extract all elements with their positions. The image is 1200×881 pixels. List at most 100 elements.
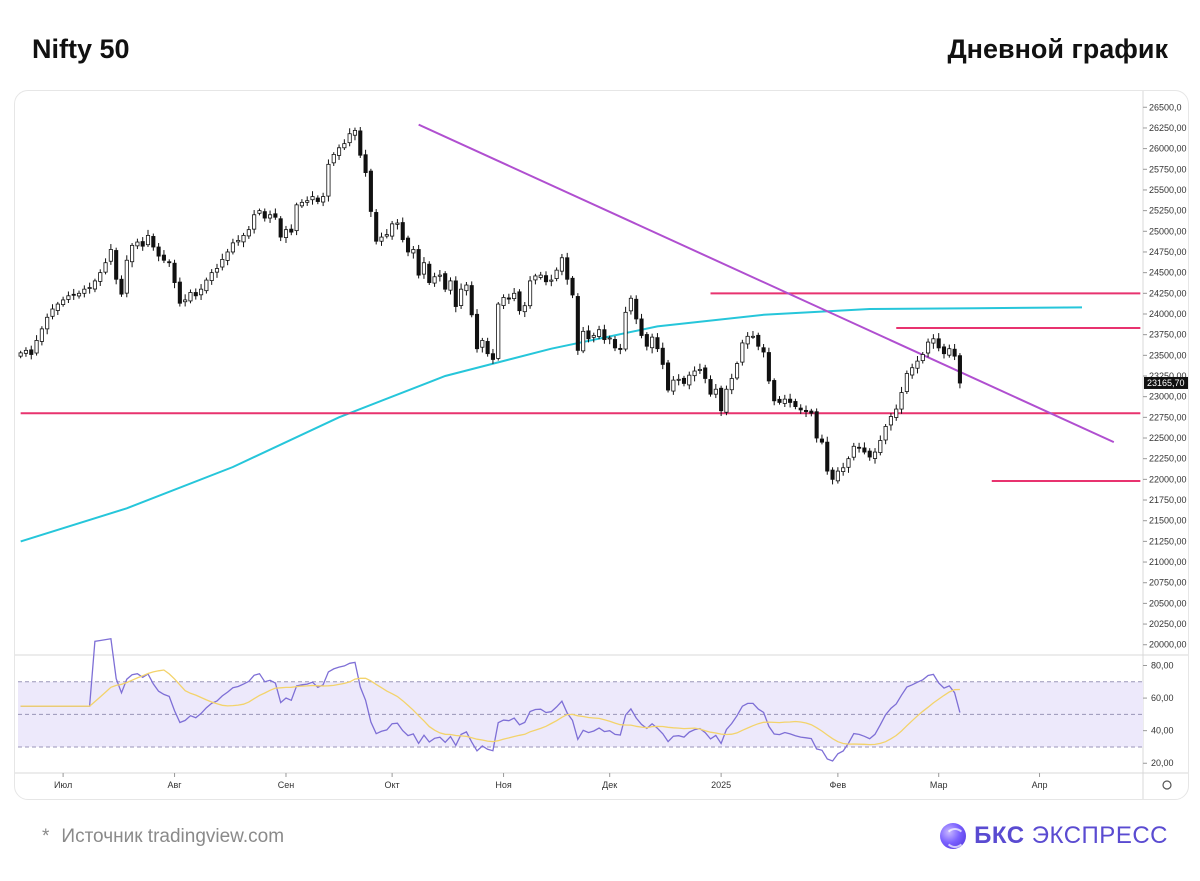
- candle-body[interactable]: [34, 340, 39, 354]
- candle-body[interactable]: [358, 130, 363, 156]
- candle-body[interactable]: [724, 388, 729, 413]
- candle-body[interactable]: [278, 218, 283, 238]
- candle-body[interactable]: [342, 143, 347, 149]
- candle-body[interactable]: [761, 347, 766, 353]
- candle-body[interactable]: [145, 235, 151, 246]
- candle-body[interactable]: [533, 275, 538, 281]
- candle-body[interactable]: [103, 262, 108, 273]
- candle-body[interactable]: [390, 223, 395, 237]
- candle-body[interactable]: [363, 154, 368, 173]
- candle-body[interactable]: [766, 352, 771, 382]
- candle-body[interactable]: [644, 334, 649, 347]
- candle-body[interactable]: [114, 250, 119, 280]
- candle-body[interactable]: [899, 392, 904, 410]
- candle-body[interactable]: [904, 373, 909, 392]
- candle-body[interactable]: [872, 451, 878, 459]
- candle-body[interactable]: [443, 273, 448, 290]
- candle-body[interactable]: [862, 447, 867, 453]
- candle-body[interactable]: [421, 262, 427, 275]
- candle-body[interactable]: [252, 214, 257, 230]
- candle-body[interactable]: [464, 284, 469, 292]
- candle-body[interactable]: [405, 237, 411, 253]
- candle-body[interactable]: [915, 360, 920, 369]
- candle-body[interactable]: [273, 213, 278, 218]
- candle-body[interactable]: [230, 242, 235, 253]
- candle-body[interactable]: [331, 154, 336, 164]
- candle-body[interactable]: [565, 257, 570, 280]
- candle-body[interactable]: [703, 367, 708, 379]
- candle-body[interactable]: [655, 337, 660, 350]
- candle-body[interactable]: [241, 235, 246, 243]
- candle-body[interactable]: [130, 244, 135, 263]
- candle-body[interactable]: [400, 222, 405, 240]
- candle-body[interactable]: [92, 280, 97, 290]
- candle-body[interactable]: [570, 277, 575, 296]
- candle-body[interactable]: [204, 279, 209, 292]
- candle-body[interactable]: [236, 239, 241, 243]
- candle-body[interactable]: [161, 254, 166, 261]
- candle-body[interactable]: [151, 236, 156, 248]
- candle-body[interactable]: [628, 297, 633, 312]
- candle-body[interactable]: [23, 349, 29, 354]
- candle-body[interactable]: [411, 249, 416, 254]
- candle-body[interactable]: [936, 338, 941, 349]
- candle-body[interactable]: [830, 469, 835, 480]
- candle-body[interactable]: [459, 288, 464, 306]
- candle-body[interactable]: [528, 280, 533, 307]
- candle-body[interactable]: [50, 308, 55, 317]
- candle-body[interactable]: [846, 458, 851, 468]
- candle-body[interactable]: [618, 347, 623, 350]
- candle-body[interactable]: [352, 130, 358, 136]
- candle-body[interactable]: [225, 251, 230, 261]
- candle-body[interactable]: [193, 292, 198, 297]
- candle-body[interactable]: [512, 292, 517, 300]
- candle-body[interactable]: [172, 262, 177, 283]
- candlestick-chart[interactable]: 26500,0 26250,00 26000,00 25750,00 25500,00 2…: [15, 91, 1188, 799]
- candle-body[interactable]: [607, 337, 612, 340]
- candle-body[interactable]: [469, 285, 474, 316]
- candle-body[interactable]: [660, 347, 665, 365]
- candle-body[interactable]: [729, 378, 734, 391]
- candle-body[interactable]: [262, 211, 267, 219]
- candle-body[interactable]: [809, 410, 814, 414]
- candle-body[interactable]: [894, 408, 899, 418]
- candle-body[interactable]: [586, 330, 591, 340]
- candle-body[interactable]: [167, 261, 172, 264]
- candle-body[interactable]: [156, 246, 161, 257]
- candle-body[interactable]: [559, 257, 564, 272]
- candle-body[interactable]: [294, 204, 299, 232]
- candle-body[interactable]: [474, 313, 480, 350]
- candle-body[interactable]: [140, 241, 145, 247]
- candle-body[interactable]: [947, 348, 952, 356]
- candle-body[interactable]: [135, 241, 140, 247]
- candle-body[interactable]: [793, 401, 798, 407]
- candle-body[interactable]: [623, 311, 628, 350]
- candle-body[interactable]: [740, 342, 745, 363]
- candle-body[interactable]: [719, 387, 724, 412]
- candle-body[interactable]: [87, 287, 92, 289]
- candle-body[interactable]: [777, 398, 782, 403]
- candle-body[interactable]: [246, 229, 251, 237]
- candle-body[interactable]: [321, 196, 326, 203]
- candle-body[interactable]: [209, 272, 214, 281]
- candle-body[interactable]: [857, 446, 862, 449]
- candle-body[interactable]: [676, 378, 681, 381]
- candle-body[interactable]: [819, 438, 824, 443]
- candle-body[interactable]: [496, 303, 501, 359]
- candle-body[interactable]: [708, 379, 713, 395]
- candle-body[interactable]: [501, 297, 506, 306]
- candle-body[interactable]: [612, 339, 618, 349]
- candle-body[interactable]: [268, 214, 273, 219]
- candle-body[interactable]: [841, 467, 846, 472]
- candle-body[interactable]: [29, 349, 34, 355]
- candle-body[interactable]: [368, 170, 373, 212]
- candle-body[interactable]: [183, 299, 188, 303]
- candle-body[interactable]: [374, 212, 379, 242]
- candle-body[interactable]: [734, 363, 740, 379]
- candle-body[interactable]: [782, 398, 787, 404]
- candle-body[interactable]: [427, 263, 432, 283]
- candle-body[interactable]: [957, 355, 962, 384]
- candle-body[interactable]: [82, 288, 87, 294]
- candle-body[interactable]: [257, 210, 262, 214]
- candle-body[interactable]: [517, 291, 522, 312]
